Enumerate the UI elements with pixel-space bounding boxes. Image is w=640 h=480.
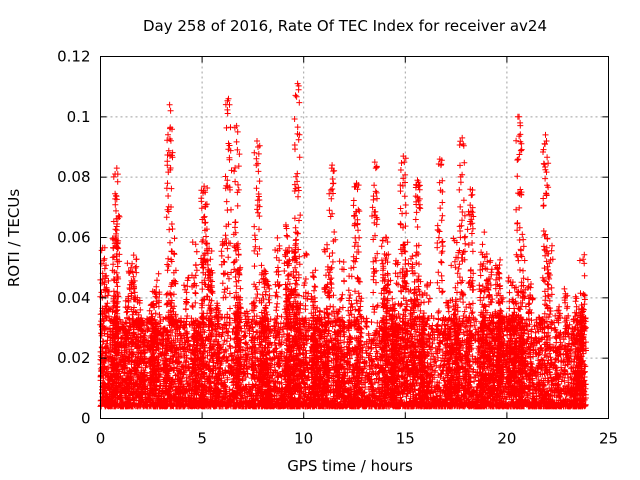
x-tick-label: 0 [96, 430, 106, 448]
y-tick-label: 0 [81, 410, 91, 428]
y-axis-label: ROTI / TECUs [5, 189, 23, 287]
x-tick-label: 20 [497, 430, 516, 448]
data-points [97, 80, 589, 410]
y-tick-label: 0.12 [57, 48, 90, 66]
chart-title: Day 258 of 2016, Rate Of TEC Index for r… [143, 17, 547, 35]
x-tick-label: 25 [599, 430, 618, 448]
x-axis-label: GPS time / hours [287, 457, 413, 475]
y-tick-label: 0.06 [57, 229, 90, 247]
x-tick-label: 15 [396, 430, 415, 448]
y-tick-label: 0.02 [57, 349, 90, 367]
x-tick-label: 5 [197, 430, 207, 448]
roti-points [97, 80, 589, 410]
y-tick-label: 0.08 [57, 168, 90, 186]
x-tick-label: 10 [294, 430, 313, 448]
y-tick-label: 0.04 [57, 289, 90, 307]
axes: 0 0.02 0.04 0.06 0.08 0.1 0.12 0 5 10 15 20 25 [57, 48, 618, 448]
plot-frame [100, 56, 609, 419]
y-tick-label: 0.1 [67, 108, 91, 126]
